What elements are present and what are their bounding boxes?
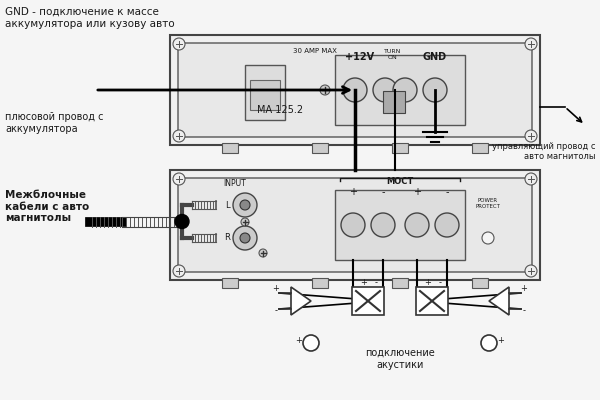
Polygon shape bbox=[291, 287, 311, 315]
Text: МОСТ: МОСТ bbox=[386, 177, 413, 186]
Text: управляющий провод с
авто магнитолы: управляющий провод с авто магнитолы bbox=[491, 142, 595, 161]
Circle shape bbox=[233, 226, 257, 250]
Text: +: + bbox=[296, 336, 302, 345]
Bar bbox=[392, 278, 408, 288]
Circle shape bbox=[173, 173, 185, 185]
Circle shape bbox=[481, 335, 497, 351]
Circle shape bbox=[482, 232, 494, 244]
Text: Межблочные
кабели с авто
магнитолы: Межблочные кабели с авто магнитолы bbox=[5, 190, 89, 223]
Circle shape bbox=[525, 173, 537, 185]
Bar bbox=[170, 170, 540, 280]
Bar bbox=[472, 143, 488, 153]
Circle shape bbox=[525, 130, 537, 142]
FancyBboxPatch shape bbox=[178, 43, 532, 137]
Text: +: + bbox=[361, 278, 367, 287]
Circle shape bbox=[241, 218, 249, 226]
Text: +: + bbox=[425, 278, 431, 287]
Text: INPUT: INPUT bbox=[224, 179, 247, 188]
Text: GND - подключение к массе
аккумулятора или кузову авто: GND - подключение к массе аккумулятора и… bbox=[5, 7, 175, 29]
Bar bbox=[335, 190, 465, 260]
Bar bbox=[472, 278, 488, 288]
Circle shape bbox=[343, 78, 367, 102]
Text: +: + bbox=[272, 284, 280, 293]
Circle shape bbox=[525, 38, 537, 50]
Bar bbox=[250, 80, 280, 110]
Circle shape bbox=[423, 78, 447, 102]
Text: +12V: +12V bbox=[346, 52, 374, 62]
Text: +: + bbox=[521, 284, 527, 293]
Circle shape bbox=[240, 200, 250, 210]
Text: -: - bbox=[381, 187, 385, 197]
Bar bbox=[222, 278, 238, 288]
Text: -: - bbox=[439, 278, 442, 287]
Bar bbox=[312, 278, 328, 288]
Text: +: + bbox=[349, 187, 357, 197]
Circle shape bbox=[173, 38, 185, 50]
Text: 30 AMP MAX: 30 AMP MAX bbox=[293, 48, 337, 54]
Bar bbox=[312, 143, 328, 153]
Circle shape bbox=[175, 214, 189, 228]
Bar bbox=[245, 65, 285, 120]
FancyBboxPatch shape bbox=[178, 178, 532, 272]
Text: -: - bbox=[275, 306, 277, 315]
Circle shape bbox=[173, 130, 185, 142]
Circle shape bbox=[371, 213, 395, 237]
Text: GND: GND bbox=[423, 52, 447, 62]
Circle shape bbox=[435, 213, 459, 237]
Circle shape bbox=[373, 78, 397, 102]
Bar bbox=[416, 287, 448, 315]
Text: -: - bbox=[523, 306, 526, 315]
Circle shape bbox=[525, 265, 537, 277]
Circle shape bbox=[233, 193, 257, 217]
Text: TURN
ON: TURN ON bbox=[385, 49, 401, 60]
Bar bbox=[383, 91, 405, 113]
Circle shape bbox=[173, 265, 185, 277]
Text: -: - bbox=[445, 187, 449, 197]
Circle shape bbox=[320, 85, 330, 95]
Circle shape bbox=[259, 249, 267, 257]
Text: POWER
PROTECT: POWER PROTECT bbox=[476, 198, 500, 209]
Text: R: R bbox=[224, 234, 230, 242]
Bar bbox=[335, 55, 465, 125]
Circle shape bbox=[341, 213, 365, 237]
Text: подключение
акустики: подключение акустики bbox=[365, 348, 435, 370]
Text: -: - bbox=[374, 278, 377, 287]
Circle shape bbox=[405, 213, 429, 237]
Text: плюсовой провод с
аккумулятора: плюсовой провод с аккумулятора bbox=[5, 112, 104, 134]
Polygon shape bbox=[489, 287, 509, 315]
Bar bbox=[392, 143, 408, 153]
Circle shape bbox=[393, 78, 417, 102]
Bar bbox=[222, 143, 238, 153]
Text: +: + bbox=[413, 187, 421, 197]
Text: L: L bbox=[224, 200, 229, 210]
Bar bbox=[170, 35, 540, 145]
Text: +: + bbox=[497, 336, 505, 345]
Text: МА 125.2: МА 125.2 bbox=[257, 105, 303, 115]
Circle shape bbox=[303, 335, 319, 351]
Circle shape bbox=[240, 233, 250, 243]
Bar bbox=[352, 287, 384, 315]
